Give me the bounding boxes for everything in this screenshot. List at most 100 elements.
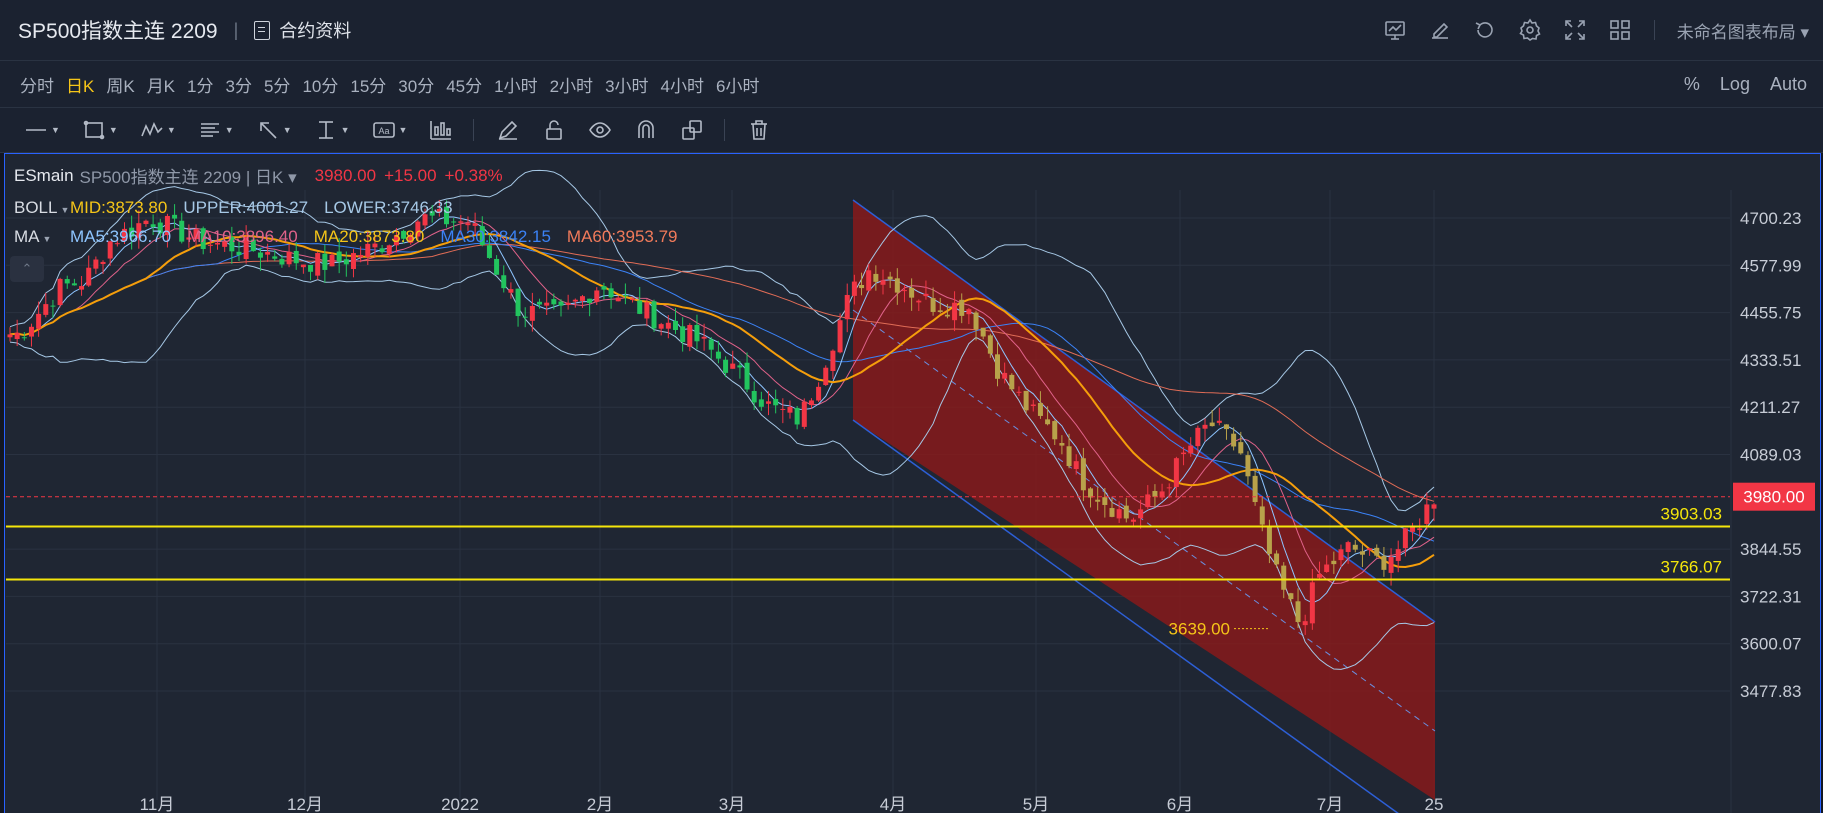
candle-body <box>43 304 49 315</box>
candle-body <box>293 250 299 264</box>
candle-body <box>844 294 850 320</box>
candle-body <box>930 298 936 312</box>
candle-body <box>937 310 943 312</box>
candle-body <box>172 214 178 219</box>
log-scale-button[interactable]: Log <box>1719 73 1750 94</box>
pencil-icon[interactable] <box>496 116 520 144</box>
candle-body <box>1388 556 1394 573</box>
text-tool-icon[interactable]: Aa ▼ <box>372 116 407 144</box>
y-tick-label: 4577.99 <box>1740 256 1801 275</box>
period-option[interactable]: 15分 <box>350 76 387 96</box>
candle-body <box>773 398 779 406</box>
collapse-legend-button[interactable]: ⌃ <box>10 256 44 282</box>
clone-icon[interactable] <box>680 116 704 144</box>
candle-body <box>386 245 392 254</box>
period-option-active[interactable]: 日K <box>66 76 95 96</box>
ma30-value: MA30:3842.15 <box>440 227 551 246</box>
candle-body <box>522 316 528 318</box>
candle-body <box>558 301 564 306</box>
period-option[interactable]: 10分 <box>302 76 339 96</box>
undo-icon[interactable] <box>1473 18 1497 42</box>
channel-lower-line <box>852 419 1399 813</box>
settings-icon[interactable] <box>1518 18 1542 42</box>
ma-indicator-toggle[interactable]: MA ▼ <box>14 227 52 246</box>
period-option[interactable]: 2小时 <box>549 76 594 96</box>
period-option[interactable]: 6小时 <box>716 76 760 96</box>
horizontal-levels: 3903.03 3766.07 3980.00 3639.00 <box>6 482 1815 639</box>
trash-icon[interactable] <box>747 116 771 144</box>
chart-icon[interactable] <box>1383 18 1407 42</box>
line-tool-icon[interactable]: ▼ <box>26 125 60 135</box>
lock-icon[interactable] <box>542 116 566 144</box>
period-option[interactable]: 1小时 <box>494 76 538 96</box>
candle-body <box>565 302 571 305</box>
candle-body <box>236 251 242 255</box>
period-option[interactable]: 分时 <box>20 76 54 96</box>
fib-tool-icon[interactable]: ▼ <box>200 123 234 137</box>
candle-body <box>193 228 199 240</box>
boll-indicator-toggle[interactable]: BOLL ▼ <box>14 198 70 217</box>
boll-upper-line <box>9 169 1435 512</box>
percent-scale-button[interactable]: % <box>1683 73 1700 94</box>
chevron-down-icon: ▾ <box>1800 22 1809 42</box>
x-tick-label: 4月 <box>880 795 906 813</box>
candle-body <box>229 237 235 252</box>
price-change-pct: +0.38% <box>444 165 503 185</box>
rect-tool-icon[interactable]: ▼ <box>82 116 118 144</box>
candle-body <box>486 245 492 258</box>
candle-body <box>1216 420 1222 423</box>
eye-icon[interactable] <box>588 116 612 144</box>
candle-body <box>1030 404 1036 407</box>
y-tick-label: 3722.31 <box>1740 587 1801 606</box>
chevron-down-icon: ▼ <box>60 205 70 215</box>
candle-body <box>114 243 120 245</box>
candle-body <box>515 288 521 317</box>
indicator-tool-icon[interactable] <box>429 116 453 144</box>
pattern-tool-icon[interactable]: ▼ <box>140 116 176 144</box>
layout-grid-icon[interactable] <box>1608 18 1632 42</box>
candle-body <box>594 290 600 302</box>
candle-body <box>894 278 900 293</box>
candle-body <box>79 286 85 290</box>
period-option[interactable]: 3小时 <box>605 76 649 96</box>
toolbar-divider <box>473 119 475 141</box>
period-option[interactable]: 30分 <box>398 76 435 96</box>
contract-info-label: 合约资料 <box>279 21 352 41</box>
top-bar: SP500指数主连 2209 | 合约资料 未命名图表布局 ▾ <box>0 0 1823 61</box>
candle-body <box>1209 422 1215 427</box>
arrow-tool-icon[interactable]: ▼ <box>256 116 292 144</box>
candle-body <box>1116 509 1122 519</box>
boll-lower: LOWER:3746.33 <box>324 198 453 217</box>
magnet-icon[interactable] <box>634 116 658 144</box>
candle-body <box>257 252 263 258</box>
candle-body <box>14 332 20 340</box>
period-option[interactable]: 1分 <box>187 76 214 96</box>
period-option[interactable]: 45分 <box>446 76 483 96</box>
y-tick-label: 3600.07 <box>1740 635 1801 654</box>
period-option[interactable]: 周K <box>106 76 135 96</box>
auto-scale-button[interactable]: Auto <box>1769 73 1807 94</box>
measure-tool-icon[interactable]: ▼ <box>318 121 350 139</box>
candle-body <box>422 214 428 226</box>
layout-selector[interactable]: 未命名图表布局 ▾ <box>1677 18 1809 43</box>
period-option[interactable]: 5分 <box>263 76 291 96</box>
candle-body <box>358 254 364 258</box>
last-price-badge-label: 3980.00 <box>1743 488 1804 507</box>
candle-body <box>701 336 707 339</box>
period-option[interactable]: 3分 <box>225 76 252 96</box>
period-option[interactable]: 月K <box>146 76 176 96</box>
symbol-name-period[interactable]: SP500指数主连 2209 | 日K ▾ <box>79 168 297 187</box>
candle-body <box>121 228 127 241</box>
candle-body <box>136 223 142 238</box>
candle-body <box>859 284 865 289</box>
draw-icon[interactable] <box>1428 18 1452 42</box>
contract-info-button[interactable]: 合约资料 <box>254 17 351 43</box>
candlesticks <box>7 199 1437 635</box>
fullscreen-icon[interactable] <box>1563 18 1587 42</box>
document-icon <box>254 20 271 40</box>
y-tick-label: 4700.23 <box>1740 209 1801 228</box>
period-option[interactable]: 4小时 <box>660 76 704 96</box>
candle-body <box>71 283 77 286</box>
candle-body <box>100 261 106 265</box>
